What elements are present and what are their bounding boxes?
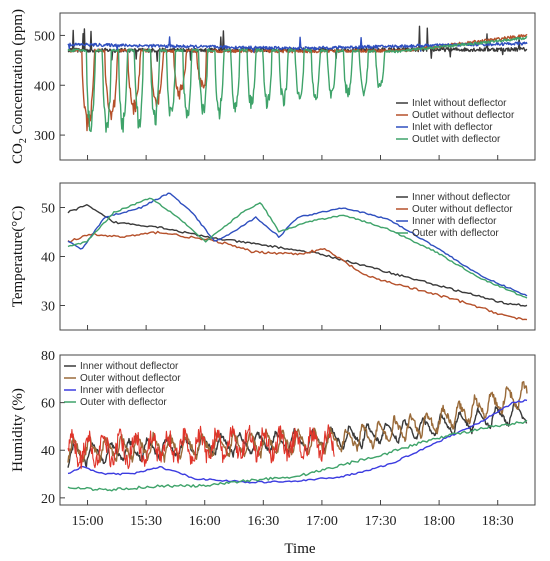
legend-label-humidity-1: Outer without deflector: [80, 373, 181, 384]
series-line-temperature-3: [67, 197, 528, 299]
y-tick-label-co2-1: 400: [34, 79, 55, 94]
legend-label-humidity-0: Inner without deflector: [80, 361, 179, 372]
y-tick-label-humidity-0: 20: [41, 492, 55, 507]
series-line-co2-2: [67, 36, 528, 53]
x-tick-label-4: 17:00: [306, 514, 338, 529]
y-tick-label-temperature-2: 50: [41, 202, 55, 217]
panel-temperature: 30 40 50 Temperature(°C) Inner without defle…: [10, 182, 536, 331]
x-axis-title: Time: [284, 541, 315, 557]
y-axis-title-temperature: Temperature(°C): [10, 206, 26, 308]
plot-frame-co2: [59, 12, 536, 161]
legend-label-co2-0: Inlet without deflector: [412, 98, 507, 109]
series-group-temperature: [67, 192, 528, 321]
y-tick-label-temperature-1: 40: [41, 251, 55, 266]
legend-label-humidity-2: Inner with deflector: [80, 385, 165, 396]
x-tick-label-7: 18:30: [482, 514, 514, 529]
y-tick-label-co2-0: 300: [34, 129, 55, 144]
x-tick-label-0: 15:00: [72, 514, 104, 529]
x-tick-label-5: 17:30: [365, 514, 397, 529]
y-axis-title-humidity: Humidity (%): [10, 388, 26, 472]
legend-label-co2-3: Outlet with deflector: [412, 134, 501, 145]
series-line-humidity-4: [67, 424, 335, 470]
series-line-humidity-1: [67, 381, 528, 463]
legend-label-temperature-0: Inner without deflector: [412, 192, 511, 203]
legend-label-co2-2: Inlet with deflector: [412, 122, 493, 133]
legend-label-temperature-1: Outer without deflector: [412, 204, 513, 215]
x-tick-label-6: 18:00: [423, 514, 455, 529]
plot-frame-humidity: [59, 354, 536, 506]
y-axis-title-co2: CO2 Concentration (ppm): [10, 9, 29, 164]
x-tick-label-1: 15:30: [130, 514, 162, 529]
legend-label-temperature-2: Inner with deflector: [412, 216, 497, 227]
series-line-temperature-1: [67, 230, 528, 321]
series-line-co2-3: [67, 36, 528, 133]
series-line-humidity-3: [67, 419, 528, 492]
y-tick-label-humidity-3: 80: [41, 349, 55, 364]
legend-label-co2-1: Outlet without deflector: [412, 110, 515, 121]
y-tick-label-humidity-1: 40: [41, 444, 55, 459]
series-line-humidity-2: [67, 399, 528, 484]
panel-co2: 300 400 500 CO2 Concentration (ppm) Inlet wi…: [10, 9, 536, 164]
x-tick-label-2: 16:00: [189, 514, 221, 529]
y-tick-label-co2-2: 500: [34, 29, 55, 44]
series-group-humidity: [67, 381, 528, 492]
series-line-temperature-0: [67, 204, 528, 307]
series-line-temperature-2: [67, 192, 528, 297]
legend-label-temperature-3: Outer with deflector: [412, 228, 499, 239]
x-tick-label-3: 16:30: [247, 514, 279, 529]
y-tick-label-temperature-0: 30: [41, 300, 55, 315]
y-tick-label-humidity-2: 60: [41, 397, 55, 412]
series-group-co2: [67, 25, 528, 133]
legend-label-humidity-3: Outer with deflector: [80, 397, 167, 408]
panel-humidity: 20 40 60 80 Humidity (%) Inner without deflec…: [10, 349, 536, 507]
